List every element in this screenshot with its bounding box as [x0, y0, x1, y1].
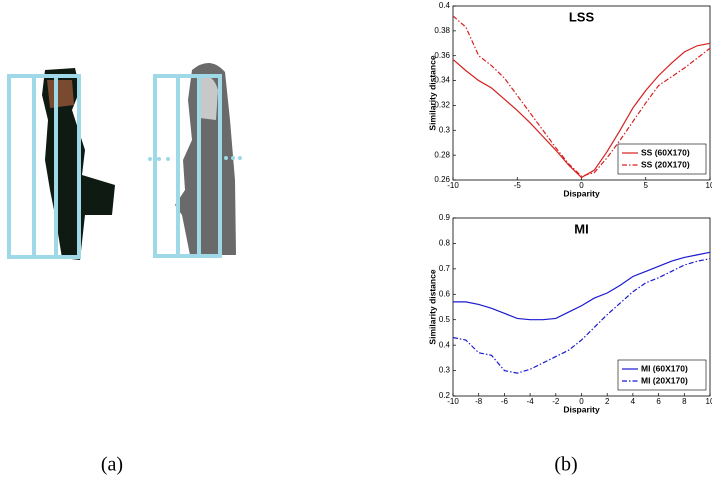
x-tick-label: 0: [579, 181, 584, 190]
x-tick-label: 10: [706, 397, 712, 406]
x-tick-label: 6: [656, 397, 661, 406]
x-tick-label: -5: [514, 181, 522, 190]
y-tick-label: 0.3: [439, 125, 451, 134]
legend-label: SS (20X170): [641, 159, 690, 169]
y-tick-label: 0.38: [434, 26, 450, 35]
y-tick-label: 0.8: [439, 239, 451, 248]
caption: (b): [554, 454, 577, 476]
caption: (a): [101, 454, 123, 476]
y-tick-label: 0.28: [434, 150, 450, 159]
image-a-left: [7, 68, 115, 260]
y-tick-label: 0.26: [434, 175, 450, 184]
x-tick-label: 0: [579, 397, 584, 406]
legend-box: [617, 359, 707, 391]
y-tick-label: 0.7: [439, 264, 451, 273]
x-tick-label: 10: [706, 181, 712, 190]
y-axis-label: Similarity distance: [427, 269, 437, 344]
x-tick-label: 4: [631, 397, 636, 406]
legend-box: [617, 143, 707, 175]
y-tick-label: 0.9: [439, 213, 451, 222]
series-line: [452, 15, 711, 177]
x-tick-label: 2: [605, 397, 610, 406]
chart-title: LSS: [569, 9, 595, 24]
y-tick-label: 0.36: [434, 51, 450, 60]
x-axis-label: Disparity: [563, 188, 600, 198]
x-tick-label: -8: [475, 397, 483, 406]
y-tick-label: 0.6: [439, 289, 451, 298]
x-tick-label: 8: [682, 397, 687, 406]
y-tick-label: 0.34: [434, 76, 450, 85]
series-line: [452, 258, 711, 374]
y-axis-label: Similarity distance: [427, 55, 437, 130]
x-tick-label: 5: [644, 181, 649, 190]
chart-title: MI: [574, 221, 588, 236]
x-tick-label: -2: [552, 397, 560, 406]
y-tick-label: 0.32: [434, 101, 450, 110]
series-line: [452, 42, 711, 179]
y-tick-label: 0.3: [439, 366, 451, 375]
y-tick-label: 0.2: [439, 391, 451, 400]
x-axis-label: Disparity: [563, 404, 600, 414]
x-tick-label: -10: [447, 397, 459, 406]
y-tick-label: 0.5: [439, 315, 451, 324]
y-tick-label: 0.4: [439, 1, 451, 10]
image-a-right: [148, 62, 242, 258]
legend-label: MI (60X170): [641, 363, 688, 373]
x-tick-label: -6: [501, 397, 509, 406]
x-tick-label: -4: [527, 397, 535, 406]
legend-label: MI (20X170): [641, 375, 688, 385]
legend-label: SS (60X170): [641, 147, 690, 157]
y-tick-label: 0.4: [439, 340, 451, 349]
x-tick-label: -10: [447, 181, 459, 190]
series-line: [453, 251, 711, 321]
